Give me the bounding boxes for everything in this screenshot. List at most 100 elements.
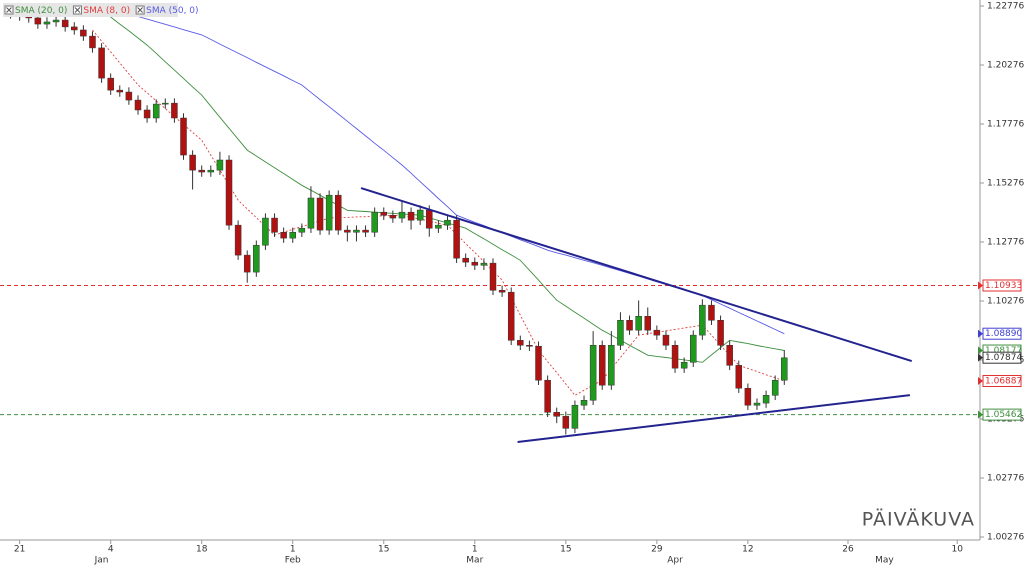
candle-body bbox=[462, 257, 469, 263]
candle-body bbox=[690, 334, 697, 363]
candle-body bbox=[771, 379, 779, 396]
candle-body bbox=[34, 17, 42, 25]
candle-body bbox=[225, 159, 233, 226]
candle-body bbox=[61, 19, 69, 28]
x-tick-label: 29 bbox=[651, 545, 663, 555]
y-tick-label: 1.20276 bbox=[987, 61, 1024, 71]
candle-body bbox=[171, 102, 178, 119]
candle-body bbox=[571, 404, 579, 429]
watermark: PÄIVÄKUVA bbox=[862, 508, 975, 531]
legend-bg bbox=[3, 3, 178, 17]
price-tag-arrow bbox=[978, 346, 983, 355]
candle-body bbox=[617, 320, 624, 346]
candle-body bbox=[52, 19, 60, 23]
candle-body bbox=[735, 365, 743, 389]
candle-body bbox=[644, 315, 651, 331]
candle-body bbox=[125, 91, 133, 101]
candle-body bbox=[262, 217, 269, 246]
price-tag-label: 1.07874 bbox=[985, 353, 1022, 363]
candle-body bbox=[498, 290, 506, 293]
price-tag-arrow bbox=[978, 410, 983, 419]
candle-body bbox=[116, 89, 124, 93]
y-tick-label: 1.02776 bbox=[987, 474, 1024, 484]
candle-body bbox=[289, 231, 296, 239]
candle-body bbox=[726, 345, 733, 366]
candle-body bbox=[444, 219, 451, 226]
candle-body bbox=[243, 254, 251, 273]
x-tick-label: 18 bbox=[196, 545, 208, 555]
y-tick-label: 1.15276 bbox=[987, 179, 1024, 189]
candle-body bbox=[298, 227, 306, 233]
candle-body bbox=[207, 169, 215, 173]
candle-body bbox=[762, 395, 770, 404]
price-tag-label: 1.06887 bbox=[985, 376, 1022, 386]
candle-body bbox=[517, 340, 524, 346]
candle-body bbox=[362, 229, 369, 233]
candle-body bbox=[453, 219, 460, 259]
legend-label: SMA (8, 0) bbox=[83, 6, 130, 16]
month-label: Jan bbox=[94, 556, 109, 566]
candle-body bbox=[653, 329, 661, 336]
candle-body bbox=[71, 26, 78, 31]
legend: SMA (20, 0) SMA (8, 0) SMA (50, 0) bbox=[4, 5, 199, 16]
candle-body bbox=[335, 194, 342, 231]
candle-body bbox=[435, 224, 442, 229]
x-tick-label: 10 bbox=[952, 545, 964, 555]
candle-body bbox=[671, 345, 679, 369]
candle-body bbox=[608, 345, 615, 386]
candle-body bbox=[307, 197, 315, 229]
candle-body bbox=[580, 400, 588, 406]
candle-body bbox=[143, 109, 151, 119]
candle-body bbox=[389, 214, 397, 219]
candle-body bbox=[471, 261, 479, 266]
legend-label: SMA (50, 0) bbox=[146, 6, 198, 16]
x-tick-label: 1 bbox=[472, 545, 478, 555]
month-label: Feb bbox=[285, 556, 301, 566]
price-tag-arrow bbox=[978, 376, 983, 385]
candle-body bbox=[152, 103, 160, 119]
x-tick-label: 21 bbox=[14, 545, 25, 555]
candle-body bbox=[189, 154, 196, 171]
x-tick-label: 26 bbox=[842, 545, 854, 555]
candle-body bbox=[598, 345, 606, 386]
candle-body bbox=[526, 345, 533, 347]
legend-label: SMA (20, 0) bbox=[15, 6, 67, 16]
candle-body bbox=[426, 209, 433, 229]
candle-body bbox=[662, 334, 670, 346]
candle-body bbox=[398, 211, 406, 219]
candle-body bbox=[98, 47, 105, 79]
month-label: May bbox=[875, 556, 894, 566]
price-tag-label: 1.08177 bbox=[985, 346, 1022, 356]
y-tick-label: 1.12776 bbox=[987, 238, 1024, 248]
candle-body bbox=[544, 379, 551, 413]
candle-body bbox=[216, 159, 224, 171]
candle-body bbox=[699, 304, 706, 336]
candle-body bbox=[253, 244, 260, 273]
price-tag-label: 1.05462 bbox=[985, 410, 1022, 420]
candle-body bbox=[280, 231, 287, 239]
month-label: Mar bbox=[466, 556, 483, 566]
y-tick-label: 1.22776 bbox=[987, 2, 1024, 12]
candle-body bbox=[344, 229, 351, 233]
candle-body bbox=[626, 320, 633, 331]
candle-body bbox=[353, 229, 360, 233]
legend-icon-x bbox=[137, 7, 143, 13]
candle-body bbox=[480, 262, 488, 266]
candle-body bbox=[107, 77, 114, 91]
y-tick-label: 1.17776 bbox=[987, 120, 1024, 130]
candle-body bbox=[589, 345, 597, 401]
x-tick-label: 15 bbox=[378, 545, 389, 555]
candle-body bbox=[717, 320, 724, 346]
candle-body bbox=[198, 169, 205, 173]
candle-body bbox=[635, 315, 642, 331]
price-tag-label: 1.08890 bbox=[985, 329, 1022, 339]
candle-body bbox=[708, 304, 715, 321]
price-tag-label: 1.10933 bbox=[985, 281, 1022, 291]
candle-body bbox=[325, 194, 333, 231]
legend-icon-x bbox=[74, 7, 81, 13]
candle-body bbox=[234, 224, 242, 256]
legend-icon-x bbox=[6, 7, 12, 13]
x-tick-label: 12 bbox=[742, 545, 753, 555]
x-tick-label: 4 bbox=[108, 545, 114, 555]
